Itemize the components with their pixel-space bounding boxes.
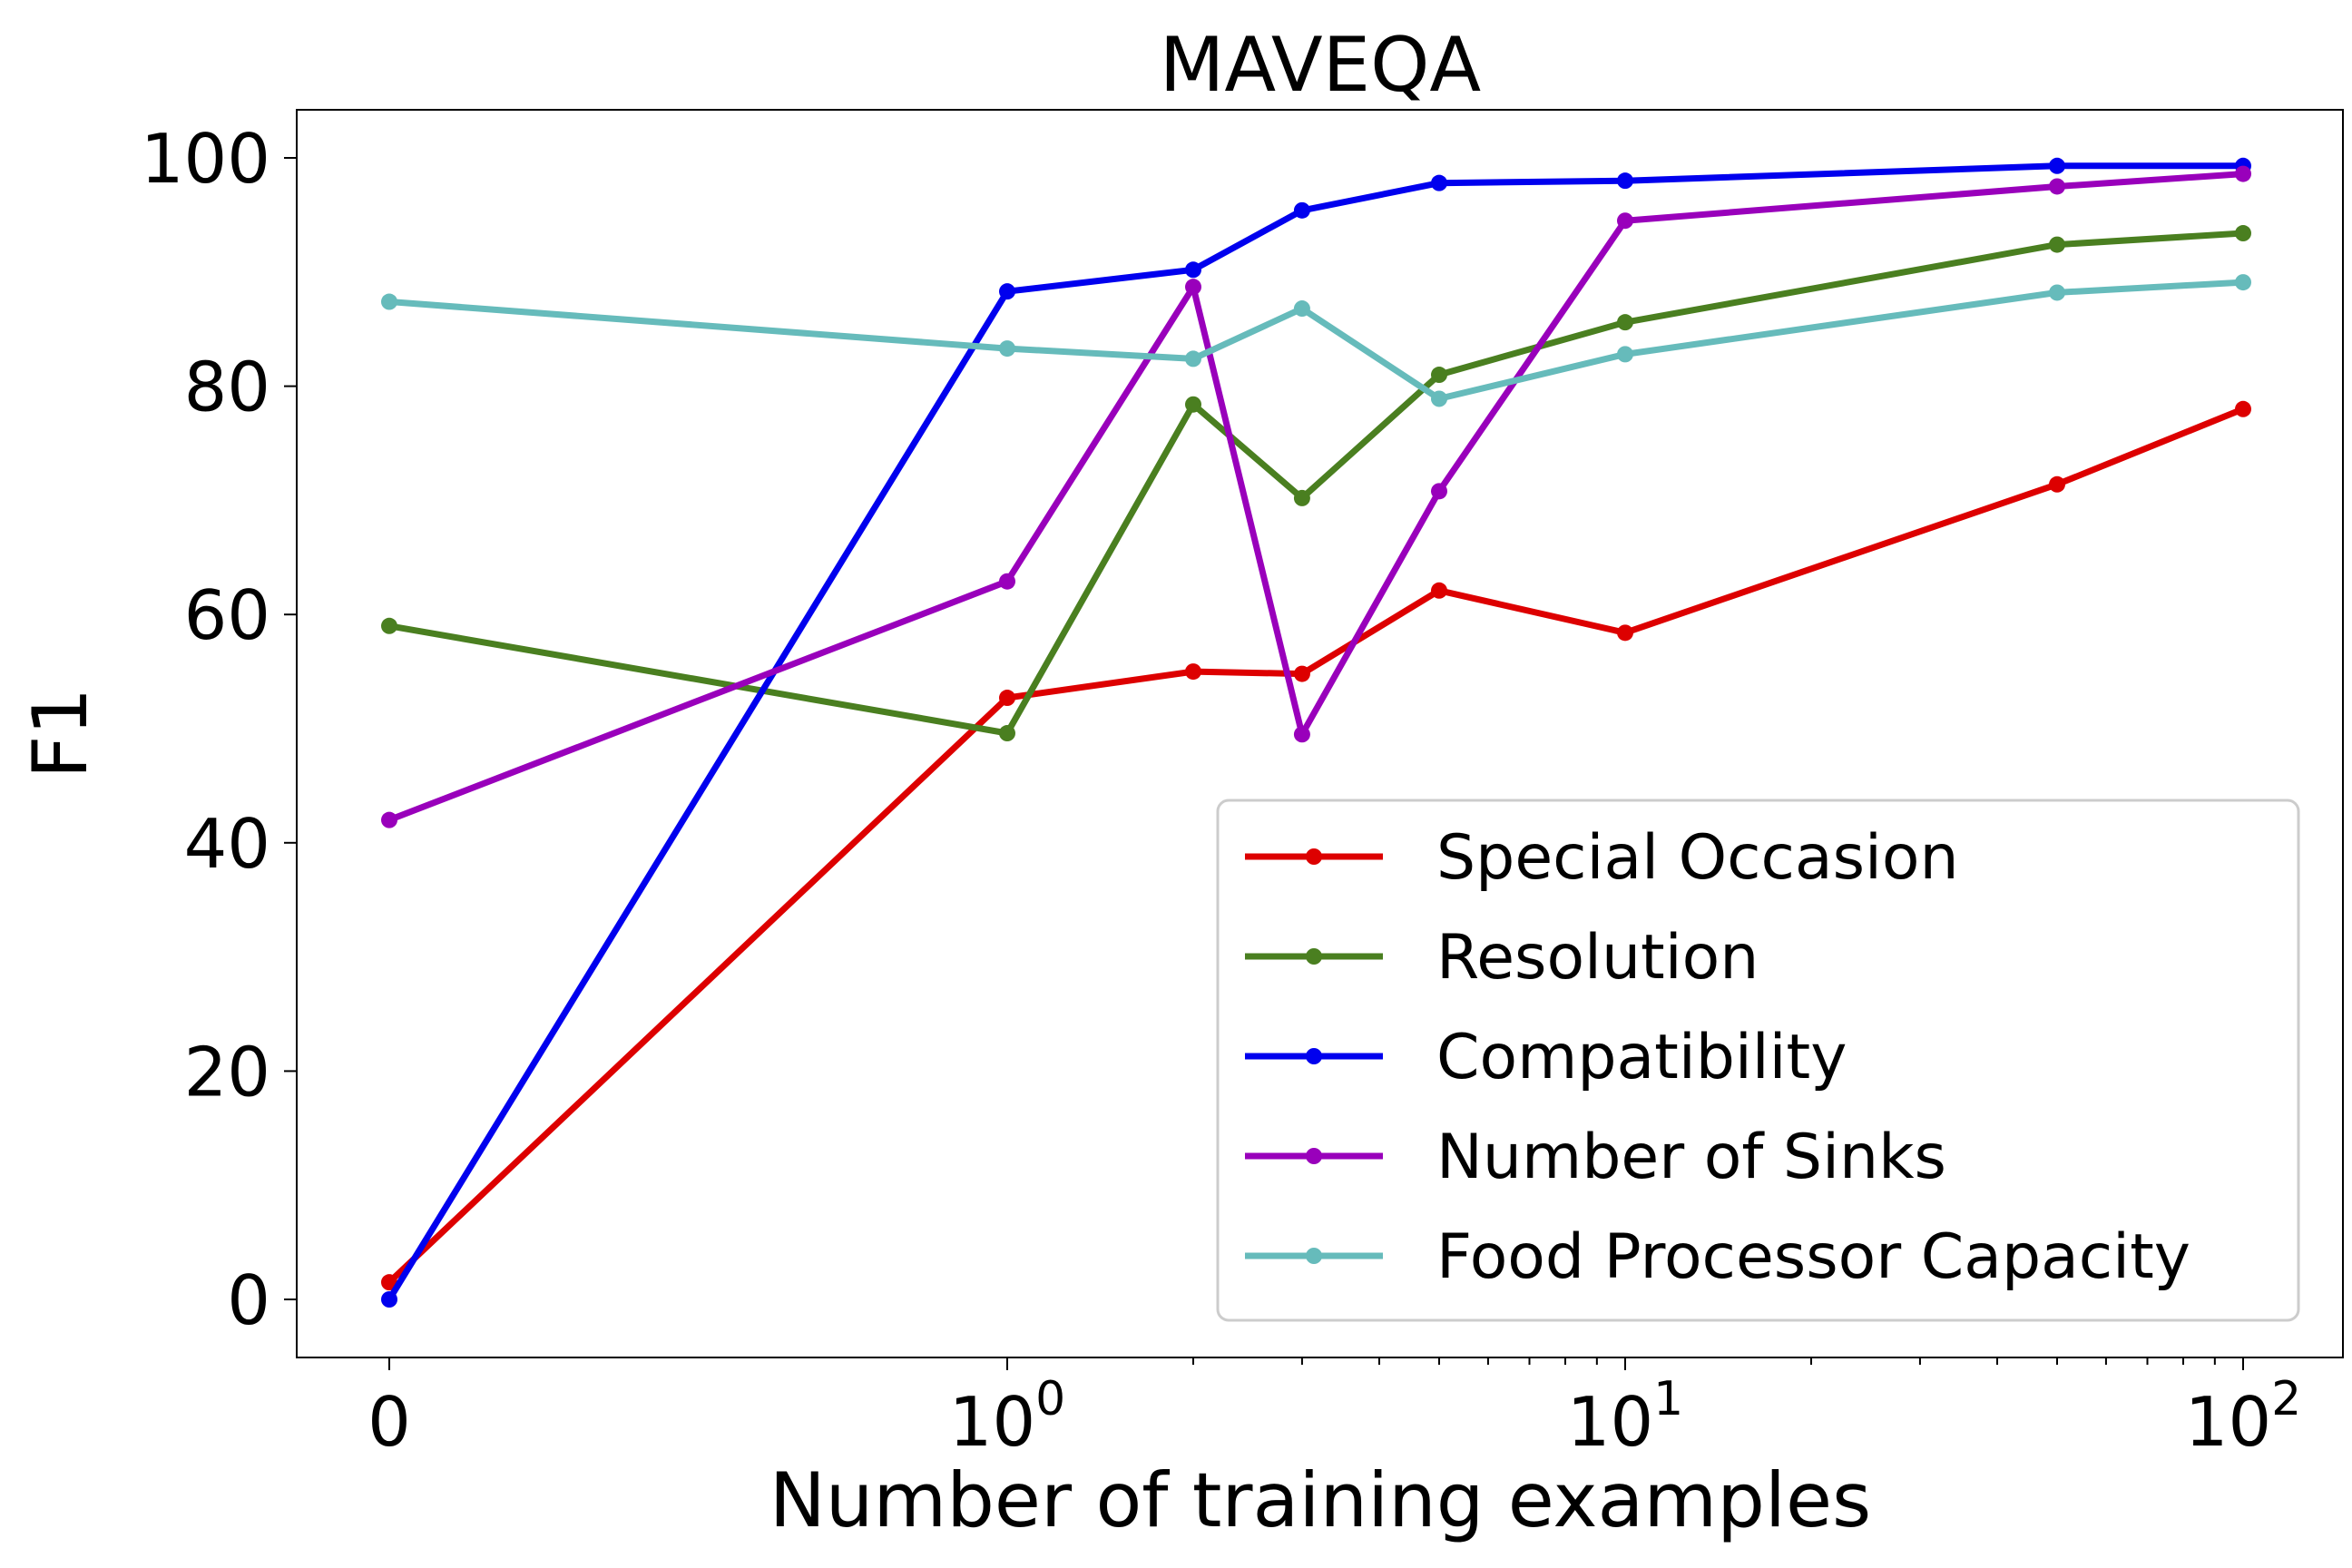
plot-area-frame [296, 109, 2344, 1358]
data-point [1293, 665, 1310, 682]
legend-marker [1306, 1048, 1322, 1064]
legend-label: Compatibility [1436, 1022, 1847, 1093]
data-point [2048, 236, 2065, 253]
data-point [1430, 582, 1447, 599]
data-point [2048, 157, 2065, 174]
plot-lines [381, 157, 2251, 1308]
data-point [2235, 225, 2251, 242]
legend-marker [1306, 848, 1322, 865]
data-point [1293, 300, 1310, 318]
data-point [381, 293, 397, 310]
y-tick-label: 100 [141, 119, 270, 199]
data-point [999, 690, 1015, 707]
legend-frame [1216, 799, 2300, 1322]
data-point [381, 811, 397, 828]
legend-entry: Number of Sinks [1245, 1122, 1946, 1193]
data-point [2235, 165, 2251, 182]
data-point [381, 1274, 397, 1291]
data-point [1430, 483, 1447, 500]
series-line [386, 171, 2247, 824]
legend-marker [1306, 1248, 1322, 1264]
data-point [2048, 475, 2065, 493]
series-line [386, 406, 2247, 1286]
data-point [1617, 212, 1633, 230]
data-point [1185, 279, 1202, 296]
y-tick-label: 0 [227, 1260, 270, 1340]
data-point [999, 340, 1015, 358]
data-point [1293, 201, 1310, 219]
legend-entry: Compatibility [1245, 1022, 1847, 1093]
data-point [1293, 489, 1310, 506]
y-axis-ticks: 0 20 40 60 80 100 [141, 119, 297, 1340]
legend-label: Resolution [1436, 922, 1759, 994]
y-tick-label: 20 [184, 1032, 270, 1112]
data-point [381, 1291, 397, 1308]
legend-entry: Resolution [1245, 922, 1759, 994]
legend: Special Occasion Resolution Compatibility N… [1216, 799, 2300, 1322]
data-point [999, 725, 1015, 742]
series-line [386, 279, 2247, 402]
legend-entry: Food Processor Capacity [1245, 1221, 2190, 1293]
data-point [2048, 178, 2065, 195]
x-tick-label: 102 [2185, 1372, 2302, 1462]
data-point [1617, 172, 1633, 190]
data-point [1617, 346, 1633, 363]
data-point [999, 283, 1015, 300]
series-4 [381, 274, 2251, 407]
data-point [2048, 284, 2065, 301]
data-point [1617, 314, 1633, 331]
series-2 [381, 157, 2251, 1308]
data-point [1185, 350, 1202, 368]
x-axis-label: Number of training examples [769, 1456, 1872, 1544]
y-axis-label: F1 [16, 688, 104, 779]
data-point [1617, 624, 1633, 642]
data-point [1430, 390, 1447, 407]
data-point [2235, 400, 2251, 417]
data-point [2235, 274, 2251, 291]
legend-label: Number of Sinks [1436, 1122, 1946, 1193]
legend-label: Special Occasion [1436, 822, 1959, 894]
series-0 [381, 400, 2251, 1291]
data-point [381, 617, 397, 634]
series-line [386, 230, 2247, 737]
y-tick-label: 60 [184, 575, 270, 655]
data-point [1430, 367, 1447, 384]
legend-label: Food Processor Capacity [1436, 1221, 2190, 1293]
data-point [1185, 396, 1202, 413]
legend-marker [1306, 948, 1322, 965]
y-tick-label: 40 [184, 804, 270, 884]
series-1 [381, 225, 2251, 742]
series-line [386, 162, 2247, 1303]
chart-title: MAVEQA [1160, 21, 1482, 109]
data-point [1430, 174, 1447, 191]
y-tick-label: 80 [184, 348, 270, 427]
legend-marker [1306, 1148, 1322, 1164]
data-point [1293, 726, 1310, 743]
series-3 [381, 165, 2251, 828]
data-point [999, 573, 1015, 590]
x-axis-ticks: 0 100 101 102 [368, 1357, 2301, 1462]
x-tick-label: 101 [1567, 1372, 1684, 1462]
data-point [1185, 261, 1202, 279]
x-tick-label: 0 [368, 1382, 411, 1462]
legend-entry: Special Occasion [1245, 822, 1959, 894]
data-point [1185, 663, 1202, 681]
x-tick-label: 100 [949, 1372, 1066, 1462]
